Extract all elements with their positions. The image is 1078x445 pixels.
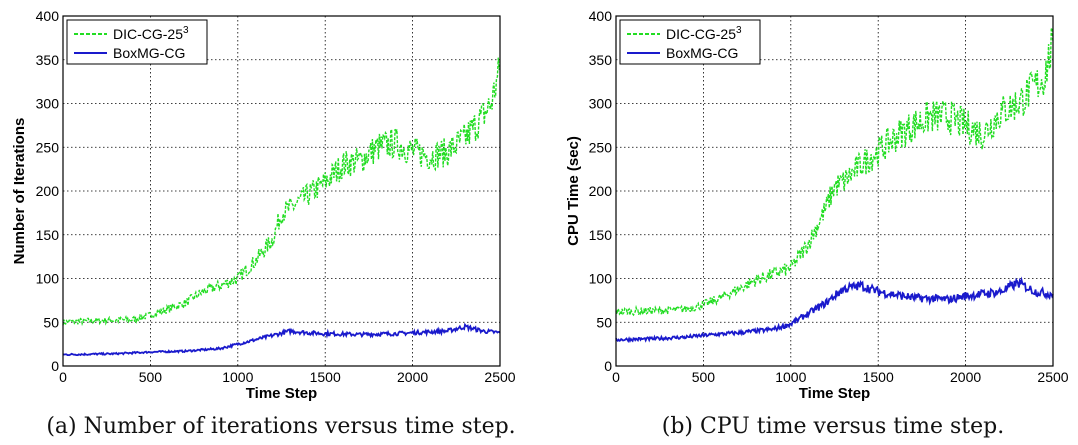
y-tick-label: 150 [36, 227, 60, 243]
x-tick-label: 2500 [1037, 369, 1068, 385]
y-tick-label: 0 [604, 358, 612, 374]
series-line-dic-cg [615, 25, 1054, 317]
chart-panel-b: 0 500 1000 1500 2000 2500 0 50 100 150 200 250 300 35… [565, 8, 1069, 439]
y-tick-label: 100 [36, 271, 60, 287]
y-tick-label: 400 [36, 8, 60, 24]
y-tick-label: 350 [589, 52, 613, 68]
x-tick-label: 500 [139, 369, 163, 385]
y-tick-label: 200 [589, 183, 613, 199]
y-tick-label: 300 [36, 96, 60, 112]
y-tick-label: 50 [596, 314, 612, 330]
legend-label: DIC-CG-253 [113, 25, 189, 42]
x-tick-label: 2000 [950, 369, 981, 385]
x-tick-label: 2000 [397, 369, 428, 385]
series-line-boxmg-cg [62, 322, 501, 357]
legend-superscript: 3 [183, 25, 189, 36]
y-tick-label: 0 [51, 358, 59, 374]
figure-caption: (a) Number of iterations versus time ste… [46, 414, 515, 439]
y-tick-label: 400 [589, 8, 613, 24]
legend: DIC-CG-253 BoxMG-CG [619, 19, 761, 65]
y-tick-label: 100 [589, 271, 613, 287]
x-tick-label: 2500 [484, 369, 515, 385]
y-tick-label: 300 [589, 96, 613, 112]
plot-frame [615, 15, 1054, 367]
y-tick-label: 350 [36, 52, 60, 68]
x-tick-label: 1500 [310, 369, 341, 385]
x-tick-label: 0 [612, 369, 620, 385]
y-tick-label: 250 [36, 139, 60, 155]
x-axis-label: Time Step [246, 385, 317, 402]
y-tick-label: 50 [43, 314, 59, 330]
legend-box [66, 19, 208, 65]
legend-label: BoxMG-CG [666, 45, 738, 61]
x-tick-label: 1000 [775, 369, 806, 385]
x-tick-label: 0 [59, 369, 67, 385]
x-axis-label: Time Step [799, 385, 870, 402]
x-tick-label: 1500 [863, 369, 894, 385]
y-axis-label: CPU Time (sec) [565, 136, 582, 246]
x-tick-label: 1000 [222, 369, 253, 385]
figure-caption: (b) CPU time versus time step. [662, 414, 1004, 439]
series-line-boxmg-cg [615, 276, 1054, 344]
legend-superscript: 3 [736, 25, 742, 36]
x-tick-label: 500 [692, 369, 716, 385]
series-line-dic-cg [62, 57, 501, 327]
legend-label: DIC-CG-253 [666, 25, 742, 42]
plot-frame [62, 15, 501, 367]
legend-box [619, 19, 761, 65]
legend-label: BoxMG-CG [113, 45, 185, 61]
legend: DIC-CG-253 BoxMG-CG [66, 19, 208, 65]
y-tick-label: 250 [589, 139, 613, 155]
y-tick-label: 200 [36, 183, 60, 199]
chart-panel-a: 0 500 1000 1500 2000 2500 0 50 100 150 200 250 300 35… [11, 8, 516, 439]
y-axis-label: Number of Iterations [11, 118, 28, 265]
y-tick-label: 150 [589, 227, 613, 243]
